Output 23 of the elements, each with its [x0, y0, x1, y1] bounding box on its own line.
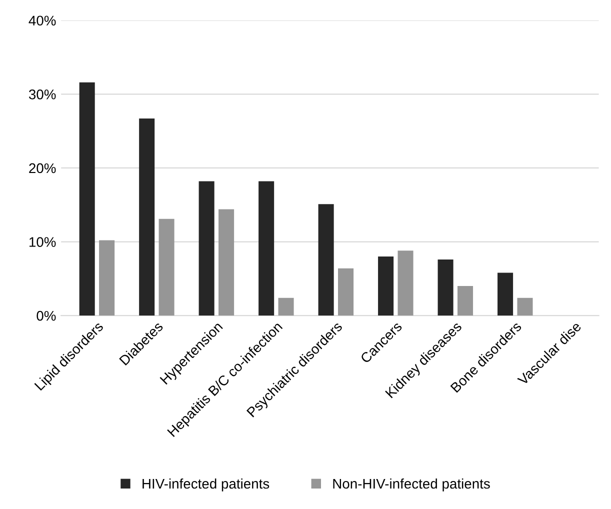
bar [338, 268, 354, 316]
bar [79, 82, 95, 316]
bar [398, 250, 414, 316]
bar [498, 272, 514, 316]
bar [318, 204, 334, 316]
y-tick-label: 40% [28, 16, 56, 26]
y-tick-label: 30% [28, 90, 56, 100]
bar [258, 181, 274, 316]
bar [198, 181, 214, 316]
bar [438, 259, 454, 316]
bar [99, 240, 115, 316]
legend-label: HIV-infected patients [142, 478, 270, 492]
legend-label: Non-HIV-infected patients [333, 478, 490, 492]
bar [278, 298, 294, 316]
bar [457, 286, 474, 316]
y-tick-label: 10% [30, 237, 56, 247]
bar [158, 218, 174, 316]
bar [218, 209, 234, 316]
bar [517, 298, 533, 316]
bar [139, 118, 155, 316]
y-tick-label: 0% [36, 310, 56, 321]
y-tick-label: 20% [29, 163, 56, 174]
bar [378, 256, 394, 316]
